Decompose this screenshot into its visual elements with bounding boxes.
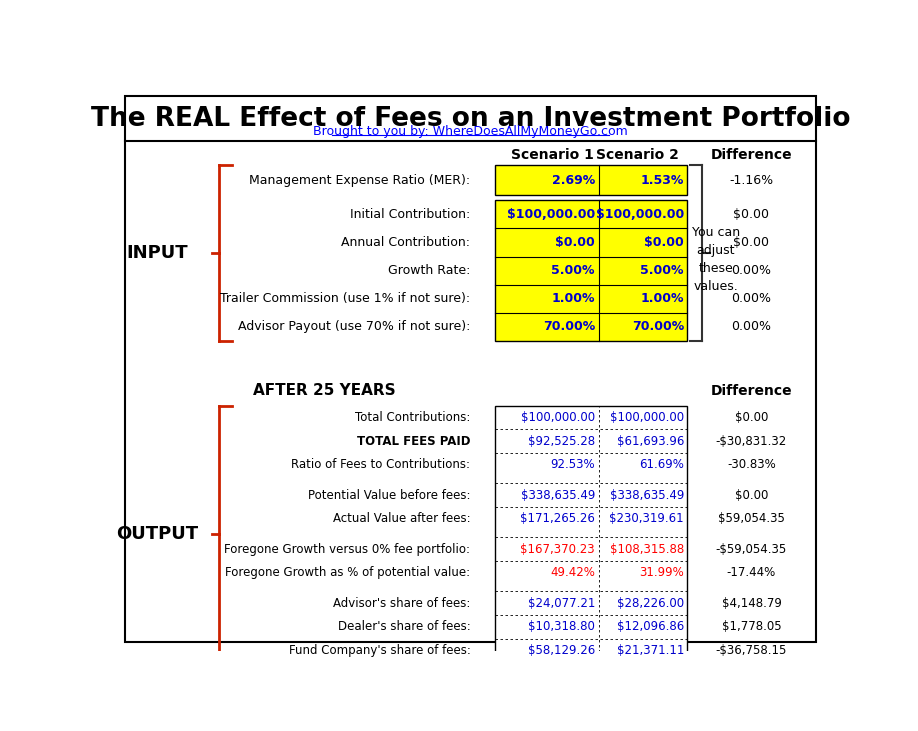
Text: 0.00%: 0.00% [732,292,771,306]
Bar [496,406,688,662]
Text: The REAL Effect of Fees on an Investment Portfolio: The REAL Effect of Fees on an Investment… [91,106,850,132]
Text: Scenario 1: Scenario 1 [510,148,594,162]
Text: Scenario 2: Scenario 2 [596,148,679,162]
Text: $100,000.00: $100,000.00 [521,411,595,424]
Text: $100,000.00: $100,000.00 [610,411,684,424]
Text: 61.69%: 61.69% [639,458,684,471]
Text: Brought to you by: WhereDoesAllMyMoneyGo.com: Brought to you by: WhereDoesAllMyMoneyGo… [313,125,628,138]
Text: -30.83%: -30.83% [727,458,776,471]
Text: $171,265.26: $171,265.26 [521,512,595,526]
Text: $100,000.00: $100,000.00 [507,208,595,221]
Text: Total Contributions:: Total Contributions: [355,411,471,424]
Text: -$36,758.15: -$36,758.15 [716,644,788,657]
Text: Management Expense Ratio (MER):: Management Expense Ratio (MER): [250,173,471,186]
Text: You can: You can [692,226,740,238]
Text: Foregone Growth versus 0% fee portfolio:: Foregone Growth versus 0% fee portfolio: [225,543,471,556]
Text: $92,525.28: $92,525.28 [528,435,595,447]
Text: 1.00%: 1.00% [552,292,595,306]
Text: 0.00%: 0.00% [732,320,771,333]
Text: $167,370.23: $167,370.23 [521,543,595,556]
Text: $0.00: $0.00 [734,489,768,501]
Text: $0.00: $0.00 [555,236,595,249]
Text: Trailer Commission (use 1% if not sure):: Trailer Commission (use 1% if not sure): [220,292,471,306]
Text: $4,148.79: $4,148.79 [722,596,781,610]
Text: -1.16%: -1.16% [730,173,774,186]
Text: $61,693.96: $61,693.96 [617,435,684,447]
Text: Annual Contribution:: Annual Contribution: [341,236,471,249]
Text: 0.00%: 0.00% [732,264,771,277]
Text: Potential Value before fees:: Potential Value before fees: [308,489,471,501]
Text: 31.99%: 31.99% [639,567,684,580]
Text: these: these [699,262,733,275]
Text: TOTAL FEES PAID: TOTAL FEES PAID [357,435,471,447]
Text: Foregone Growth as % of potential value:: Foregone Growth as % of potential value: [225,567,471,580]
Text: 5.00%: 5.00% [552,264,595,277]
Text: Fund Company's share of fees:: Fund Company's share of fees: [288,644,471,657]
Text: Actual Value after fees:: Actual Value after fees: [333,512,471,526]
Text: $338,635.49: $338,635.49 [610,489,684,501]
Text: 5.00%: 5.00% [641,264,684,277]
Text: $10,318.80: $10,318.80 [528,621,595,634]
Text: 1.00%: 1.00% [641,292,684,306]
Text: $0.00: $0.00 [733,208,769,221]
Text: 1.53%: 1.53% [641,173,684,186]
Text: INPUT: INPUT [127,244,188,262]
Text: Advisor Payout (use 70% if not sure):: Advisor Payout (use 70% if not sure): [238,320,471,333]
Text: $59,054.35: $59,054.35 [718,512,785,526]
Text: OUTPUT: OUTPUT [117,525,198,543]
Bar [496,200,688,341]
Text: -17.44%: -17.44% [727,567,776,580]
Text: Ratio of Fees to Contributions:: Ratio of Fees to Contributions: [292,458,471,471]
Text: -$30,831.32: -$30,831.32 [716,435,787,447]
Text: 49.42%: 49.42% [550,567,595,580]
Text: $338,635.49: $338,635.49 [521,489,595,501]
Text: -$59,054.35: -$59,054.35 [716,543,787,556]
Bar [496,165,688,194]
Text: 70.00%: 70.00% [632,320,684,333]
Text: $58,129.26: $58,129.26 [528,644,595,657]
Text: AFTER 25 YEARS: AFTER 25 YEARS [253,383,396,398]
Text: 2.69%: 2.69% [552,173,595,186]
Text: $230,319.61: $230,319.61 [610,512,684,526]
Text: $0.00: $0.00 [733,236,769,249]
Text: $24,077.21: $24,077.21 [528,596,595,610]
Text: $0.00: $0.00 [644,236,684,249]
Text: 70.00%: 70.00% [543,320,595,333]
Text: Dealer's share of fees:: Dealer's share of fees: [338,621,471,634]
Text: Advisor's share of fees:: Advisor's share of fees: [333,596,471,610]
Text: $108,315.88: $108,315.88 [610,543,684,556]
Text: $1,778.05: $1,778.05 [722,621,781,634]
Text: $0.00: $0.00 [734,411,768,424]
Text: Difference: Difference [711,384,792,398]
Text: $28,226.00: $28,226.00 [617,596,684,610]
Text: 92.53%: 92.53% [551,458,595,471]
Text: $100,000.00: $100,000.00 [596,208,684,221]
Text: $12,096.86: $12,096.86 [617,621,684,634]
Text: Difference: Difference [711,148,792,162]
Text: adjust: adjust [697,243,735,257]
Text: Initial Contribution:: Initial Contribution: [351,208,471,221]
Text: Growth Rate:: Growth Rate: [388,264,471,277]
Text: values.: values. [694,280,738,292]
Text: $21,371.11: $21,371.11 [617,644,684,657]
